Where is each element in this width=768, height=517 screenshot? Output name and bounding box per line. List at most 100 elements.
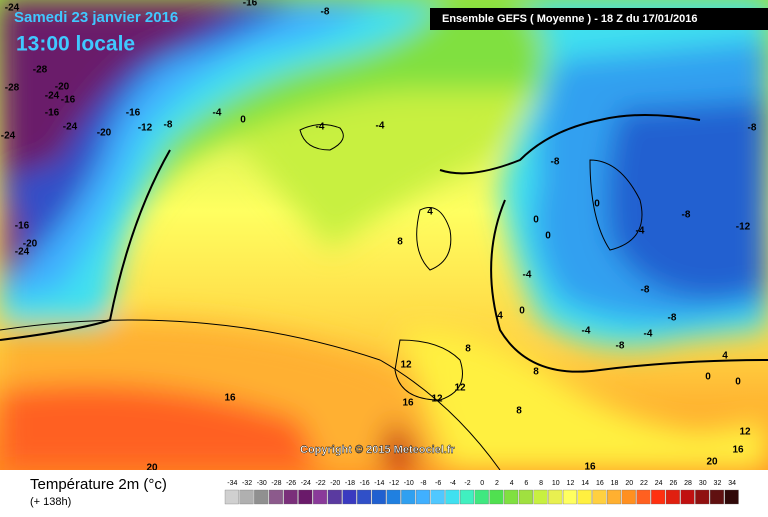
local-time: 13:00 locale — [16, 33, 135, 56]
contour-label: -12 — [138, 123, 153, 134]
scale-swatch — [562, 489, 577, 505]
contour-label: -16 — [61, 95, 76, 106]
contour-label: 0 — [240, 115, 246, 126]
date: Samedi 23 janvier 2016 — [14, 9, 178, 26]
scale-label: -28 — [271, 480, 281, 487]
contour-label: 8 — [397, 237, 403, 248]
scale-swatch — [518, 489, 533, 505]
scale-label: 20 — [625, 480, 633, 487]
scale-label: -24 — [301, 480, 311, 487]
scale-swatch — [724, 489, 739, 505]
contour-label: -8 — [616, 341, 625, 352]
temperature-field — [0, 0, 768, 471]
lead-time: (+ 138h) — [30, 496, 71, 508]
scale-swatch — [680, 489, 695, 505]
scale-swatch — [224, 489, 239, 505]
scale-label: 24 — [655, 480, 663, 487]
scale-swatch — [533, 489, 548, 505]
contour-label: -8 — [748, 123, 757, 134]
scale-swatch — [239, 489, 254, 505]
scale-swatch — [548, 489, 563, 505]
scale-label: 12 — [567, 480, 575, 487]
scale-label: -32 — [242, 480, 252, 487]
contour-label: 4 — [497, 311, 503, 322]
scale-label: -2 — [464, 480, 470, 487]
contour-label: 12 — [454, 383, 466, 394]
scale-swatch — [504, 489, 519, 505]
scale-swatch — [283, 489, 298, 505]
contour-label: 16 — [402, 398, 414, 409]
scale-swatch — [342, 489, 357, 505]
scale-swatch — [268, 489, 283, 505]
contour-label: 20 — [146, 463, 158, 474]
contour-label: 0 — [705, 372, 711, 383]
contour-label: 0 — [545, 231, 551, 242]
scale-swatch — [415, 489, 430, 505]
contour-label: 12 — [431, 394, 443, 405]
color-scale: -34 -32 -30 -28 -26 -24 -22 -20 -18 -16 -14 -12 -10-… — [224, 480, 739, 505]
contour-label: -24 — [63, 122, 78, 133]
scale-swatch — [460, 489, 475, 505]
scale-swatch — [621, 489, 636, 505]
scale-swatch — [592, 489, 607, 505]
scale-label: 22 — [640, 480, 648, 487]
contour-label: -24 — [45, 91, 60, 102]
scale-label: -20 — [330, 480, 340, 487]
scale-label: 18 — [611, 480, 619, 487]
copyright: Copyright © 2015 Meteociel.fr — [300, 444, 456, 456]
contour-label: -20 — [55, 82, 70, 93]
variable-title: Température 2m (°c) — [30, 476, 167, 493]
model-box — [430, 8, 768, 30]
scale-swatch — [371, 489, 386, 505]
scale-label: 28 — [684, 480, 692, 487]
contour-label: 4 — [427, 207, 433, 218]
contour-label: 20 — [706, 457, 718, 468]
scale-swatch — [254, 489, 269, 505]
scale-label: -34 — [227, 480, 237, 487]
scale-label: -6 — [435, 480, 441, 487]
scale-swatch — [665, 489, 680, 505]
contour-label: -4 — [636, 226, 645, 237]
contour-label: -20 — [97, 128, 112, 139]
scale-label: -18 — [345, 480, 355, 487]
scale-swatch — [695, 489, 710, 505]
contour-label: 8 — [533, 367, 539, 378]
contour-label: -8 — [682, 210, 691, 221]
contour-label: 0 — [519, 306, 525, 317]
contour-label: -28 — [33, 65, 48, 76]
contour-label: -4 — [213, 108, 222, 119]
scale-swatch — [607, 489, 622, 505]
scale-swatch — [489, 489, 504, 505]
contour-label: -24 — [15, 247, 30, 258]
scale-label: 32 — [714, 480, 722, 487]
scale-label: -26 — [286, 480, 296, 487]
scale-label: 14 — [581, 480, 589, 487]
contour-label: 12 — [400, 360, 412, 371]
scale-label: 34 — [728, 480, 736, 487]
contour-label: -4 — [523, 270, 532, 281]
scale-swatch — [636, 489, 651, 505]
contour-label: -16 — [15, 221, 30, 232]
scale-label: 0 — [480, 480, 484, 487]
contour-label: -8 — [551, 157, 560, 168]
contour-label: -4 — [376, 121, 385, 132]
contour-label: -12 — [736, 222, 751, 233]
contour-label: -4 — [316, 122, 325, 133]
scale-swatch — [577, 489, 592, 505]
scale-label: -14 — [374, 480, 384, 487]
contour-label: -16 — [45, 108, 60, 119]
contour-label: -20 — [23, 239, 38, 250]
scale-label: -4 — [450, 480, 456, 487]
scale-label: 10 — [552, 480, 560, 487]
contour-label: -24 — [5, 3, 20, 14]
scale-label: -8 — [420, 480, 426, 487]
scale-label: 16 — [596, 480, 604, 487]
model-info: Ensemble GEFS ( Moyenne ) - 18 Z du 17/0… — [442, 13, 698, 25]
contour-label: 4 — [722, 351, 728, 362]
scale-label: 6 — [524, 480, 528, 487]
scale-swatch — [651, 489, 666, 505]
contour-label: 0 — [533, 215, 539, 226]
scale-swatch — [430, 489, 445, 505]
scale-swatch — [357, 489, 372, 505]
scale-label: -10 — [404, 480, 414, 487]
